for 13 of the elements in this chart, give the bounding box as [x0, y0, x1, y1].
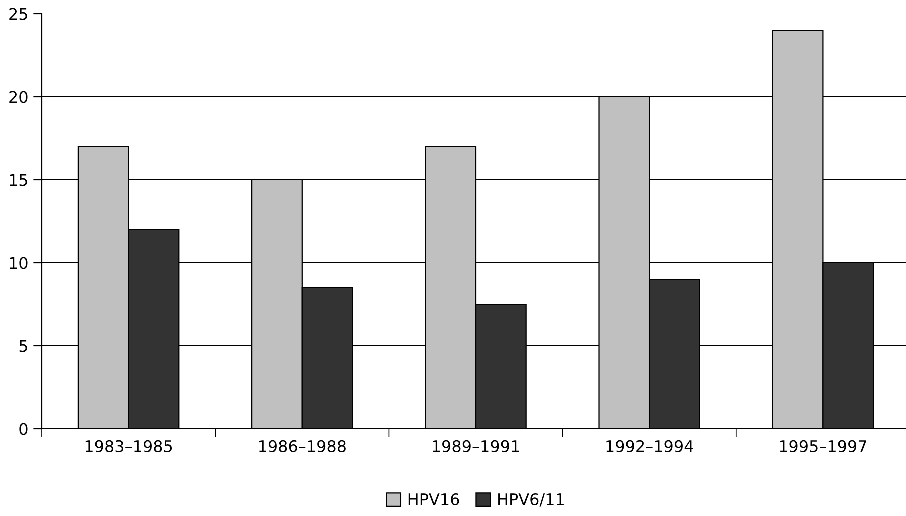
x-tick-label: 1995–1997 — [780, 440, 866, 452]
y-tick-label: 10 — [10, 257, 28, 270]
x-tick-label: 1989–1991 — [433, 440, 520, 452]
legend-label: HPV6/11 — [498, 493, 564, 507]
y-tick-label: 20 — [10, 91, 28, 104]
x-tick-label: 1986–1988 — [260, 440, 346, 452]
x-tick-label: 1992–1994 — [606, 440, 694, 452]
y-tick-label: 15 — [10, 174, 28, 186]
y-tick-label: 0 — [20, 423, 28, 436]
legend-label: HPV16 — [408, 493, 460, 506]
x-tick-label: 1983–1985 — [86, 440, 172, 452]
y-tick-label: 5 — [20, 340, 28, 352]
y-tick-label: 25 — [10, 8, 28, 20]
